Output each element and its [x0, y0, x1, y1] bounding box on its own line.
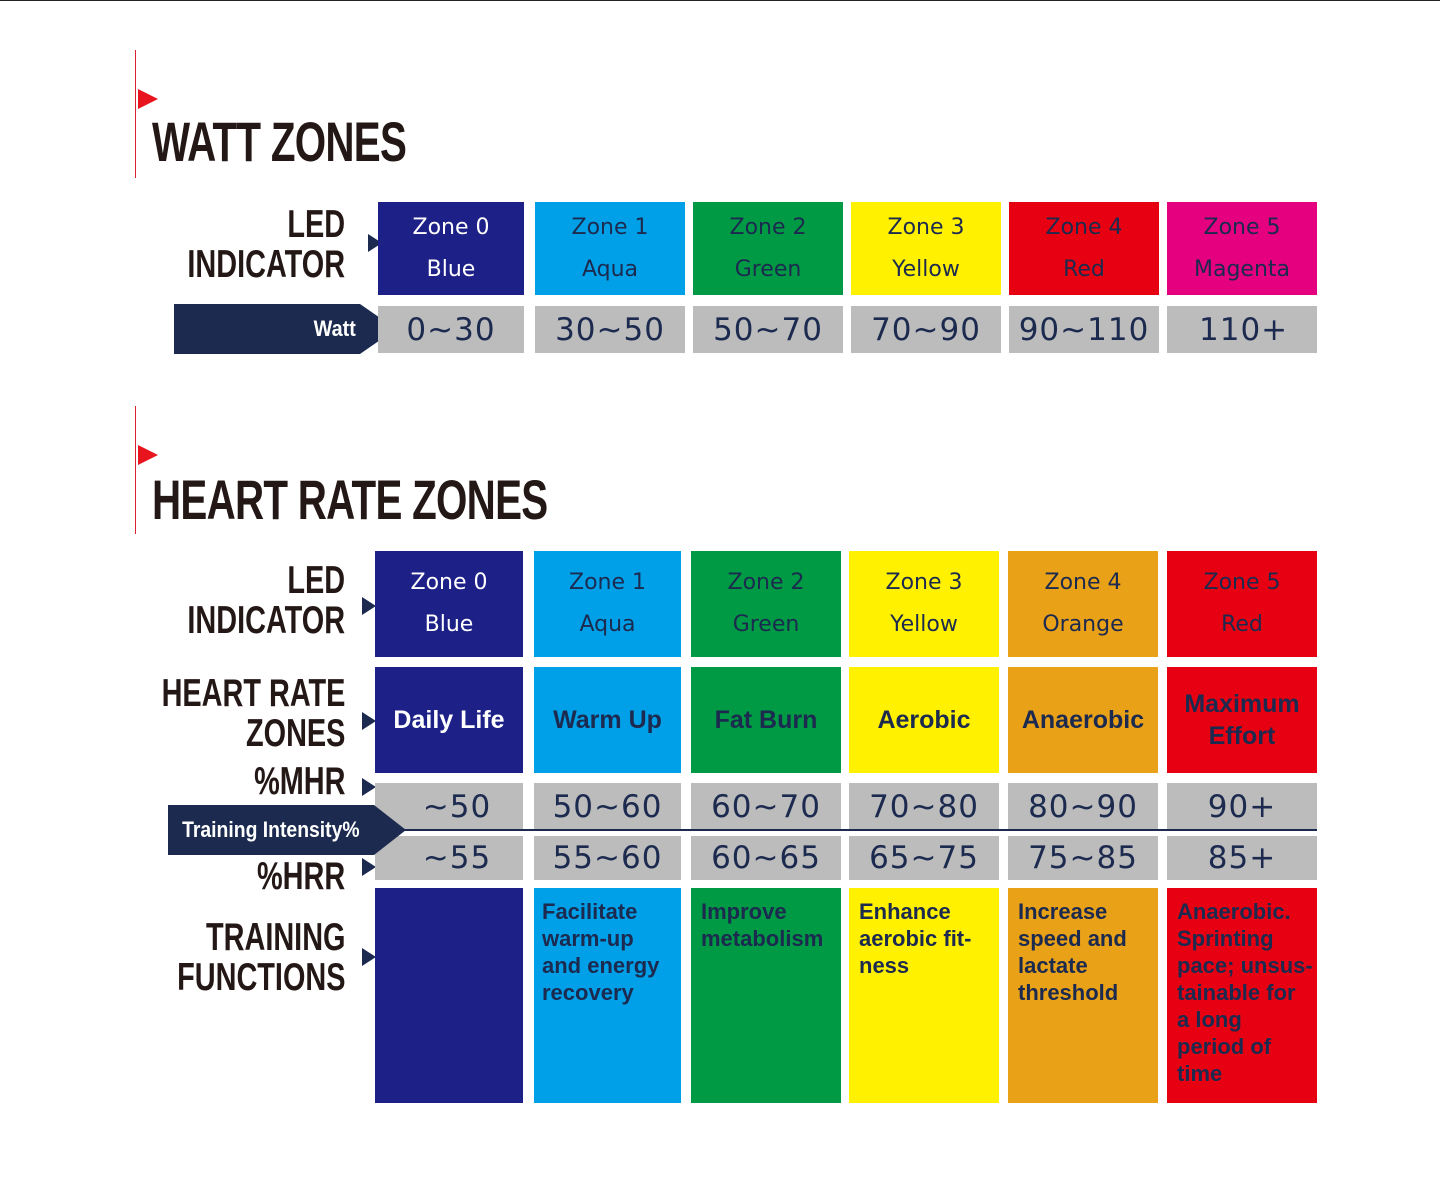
training-function-zone-1: Facilitate warm-up and energy recovery: [534, 888, 681, 1103]
watt-led-label-line1: LED: [287, 203, 345, 246]
watt-led-zone-3: Zone 3 Yellow: [851, 202, 1001, 295]
zone-color-name: Red: [1221, 612, 1263, 637]
watt-range-zone-5: 110+: [1167, 306, 1317, 353]
training-function-zone-3: Enhance aerobic fit-ness: [849, 888, 999, 1103]
training-function-zone-4: Increase speed and lactate threshold: [1008, 888, 1158, 1103]
hr-led-label-line1: LED: [287, 559, 345, 602]
zone-color-name: Green: [732, 612, 800, 637]
zone-label: Zone 3: [887, 214, 965, 240]
hrr-value-zone-4: 75~85: [1008, 836, 1158, 880]
hrr-value-zone-1: 55~60: [534, 836, 681, 880]
watt-led-zone-1: Zone 1 Aqua: [535, 202, 685, 295]
hr-zone-name-5: Maximum Effort: [1167, 667, 1317, 773]
watt-led-indicator-label: LED INDICATOR: [187, 205, 345, 285]
mhr-value-zone-4: 80~90: [1008, 783, 1158, 830]
zone-label: Zone 1: [569, 570, 646, 595]
hr-section-flag-icon: [138, 445, 158, 465]
zone-color-name: Blue: [424, 612, 474, 637]
hr-zones-label: HEART RATE ZONES: [161, 674, 345, 754]
hr-led-zone-3: Zone 3 Yellow: [849, 551, 999, 657]
watt-led-zone-5: Zone 5 Magenta: [1167, 202, 1317, 295]
zone-color-name: Orange: [1042, 612, 1124, 637]
zone-color-name: Aqua: [579, 612, 636, 637]
hrr-value-zone-5: 85+: [1167, 836, 1317, 880]
mhr-value-zone-1: 50~60: [534, 783, 681, 830]
zone-label: Zone 3: [885, 570, 963, 595]
mhr-value-zone-3: 70~80: [849, 783, 999, 830]
watt-led-zone-2: Zone 2 Green: [693, 202, 843, 295]
zone-label: Zone 0: [410, 570, 488, 595]
watt-section-flag-icon: [138, 89, 158, 109]
watt-banner: Watt: [174, 304, 360, 354]
hr-zones-label-line2: ZONES: [245, 712, 345, 755]
hr-zone-name-2: Fat Burn: [691, 667, 841, 773]
zone-label: Zone 5: [1203, 214, 1281, 240]
training-functions-label-line2: FUNCTIONS: [176, 956, 345, 999]
watt-led-zone-0: Zone 0 Blue: [378, 202, 524, 295]
watt-led-zone-4: Zone 4 Red: [1009, 202, 1159, 295]
zone-label: Zone 5: [1203, 570, 1281, 595]
watt-range-zone-4: 90~110: [1009, 306, 1159, 353]
zone-label: Zone 4: [1044, 570, 1122, 595]
watt-banner-label: Watt: [313, 316, 356, 341]
hr-section-marker-line: [135, 406, 136, 534]
hr-led-label-line2: INDICATOR: [187, 599, 345, 642]
zone-color-name: Yellow: [892, 256, 960, 282]
mhr-value-zone-5: 90+: [1167, 783, 1317, 830]
training-functions-label: TRAINING FUNCTIONS: [177, 918, 345, 998]
hr-led-indicator-label: LED INDICATOR: [187, 561, 345, 641]
hr-led-zone-4: Zone 4 Orange: [1008, 551, 1158, 657]
training-intensity-banner-label: Training Intensity%: [182, 817, 360, 842]
hr-zone-name-1: Warm Up: [534, 667, 681, 773]
mhr-label: %MHR: [253, 760, 345, 803]
top-rule: [0, 0, 1440, 1]
training-function-zone-0: [375, 888, 523, 1103]
training-function-zone-5: Anaerobic. Sprinting pace; unsus-tainabl…: [1167, 888, 1317, 1103]
training-intensity-banner: Training Intensity%: [168, 805, 374, 855]
watt-led-label-line2: INDICATOR: [187, 243, 345, 286]
hr-zone-name-4: Anaerobic: [1008, 667, 1158, 773]
watt-section-marker-line: [135, 50, 136, 178]
hr-led-zone-1: Zone 1 Aqua: [534, 551, 681, 657]
watt-range-zone-0: 0~30: [378, 306, 524, 353]
watt-range-zone-1: 30~50: [535, 306, 685, 353]
hr-zones-label-line1: HEART RATE: [161, 672, 345, 715]
hrr-value-zone-3: 65~75: [849, 836, 999, 880]
hr-zone-name-3: Aerobic: [849, 667, 999, 773]
zone-color-name: Magenta: [1193, 256, 1290, 282]
hr-zone-name-0: Daily Life: [375, 667, 523, 773]
watt-section-title: WATT ZONES: [152, 110, 407, 173]
zone-label: Zone 2: [729, 214, 807, 240]
hr-led-zone-0: Zone 0 Blue: [375, 551, 523, 657]
mhr-pointer-icon: [362, 778, 376, 796]
zone-color-name: Red: [1063, 256, 1105, 282]
training-function-zone-2: Improve metabolism: [691, 888, 841, 1103]
zone-color-name: Yellow: [890, 612, 958, 637]
intensity-divider-line: [375, 829, 1317, 831]
hr-zones-pointer-icon: [362, 712, 376, 730]
hrr-label: %HRR: [256, 855, 345, 898]
zone-label: Zone 1: [571, 214, 649, 240]
hr-led-zone-2: Zone 2 Green: [691, 551, 841, 657]
watt-range-zone-2: 50~70: [693, 306, 843, 353]
mhr-value-zone-2: 60~70: [691, 783, 841, 830]
training-functions-pointer-icon: [362, 948, 376, 966]
zone-label: Zone 4: [1045, 214, 1123, 240]
zone-color-name: Aqua: [581, 256, 639, 282]
hrr-value-zone-2: 60~65: [691, 836, 841, 880]
zone-color-name: Blue: [426, 256, 476, 282]
hr-led-zone-5: Zone 5 Red: [1167, 551, 1317, 657]
training-intensity-arrow-icon: [374, 805, 406, 855]
zone-label: Zone 0: [412, 214, 490, 240]
hr-led-pointer-icon: [362, 597, 376, 615]
training-functions-label-line1: TRAINING: [205, 916, 345, 959]
watt-range-zone-3: 70~90: [851, 306, 1001, 353]
hrr-value-zone-0: ~55: [375, 836, 523, 880]
hr-section-title: HEART RATE ZONES: [152, 468, 548, 531]
zone-color-name: Green: [734, 256, 802, 282]
hrr-pointer-icon: [362, 858, 376, 876]
zone-label: Zone 2: [727, 570, 805, 595]
